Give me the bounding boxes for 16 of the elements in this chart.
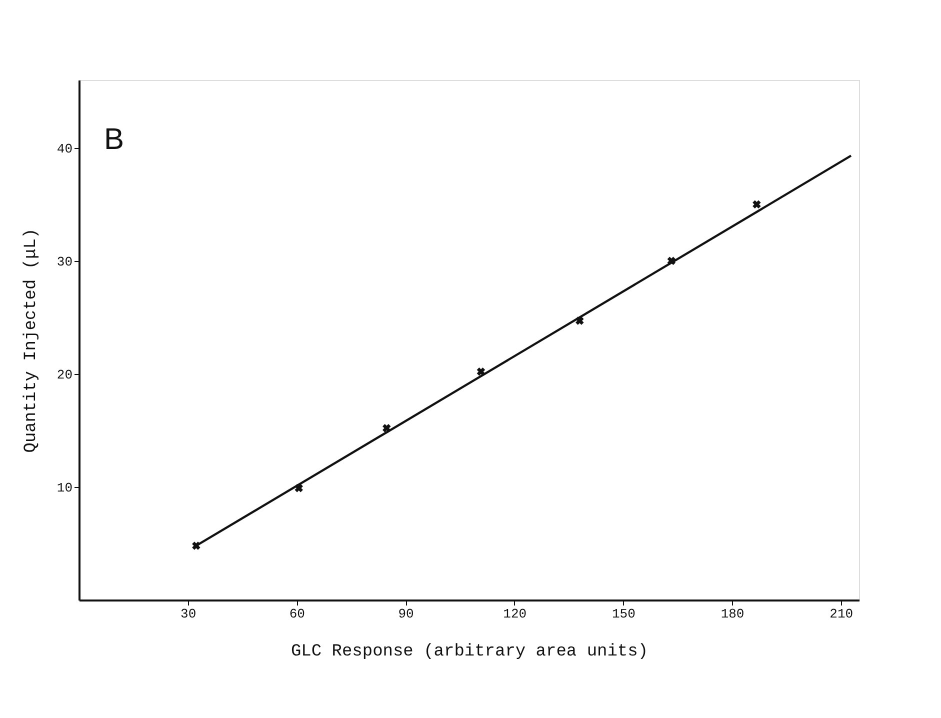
x-tick-label: 120: [503, 606, 527, 622]
annotation: B: [104, 123, 124, 156]
point: [752, 200, 761, 208]
x-axis-title: GLC Response (arbitrary area units): [290, 642, 648, 662]
y-tick-label: 40: [56, 141, 72, 156]
x-tick-label: 30: [180, 606, 196, 622]
y-tick-label: 20: [56, 367, 72, 382]
y-tick-label: 30: [56, 254, 72, 270]
x-tick-label: 60: [289, 606, 305, 622]
x-tick-label: 210: [830, 606, 854, 622]
x-tick-label: 90: [398, 606, 414, 622]
y-tick-label: 10: [56, 480, 72, 496]
point: [476, 368, 486, 376]
x-tick-label: 180: [720, 606, 744, 622]
x-tick-label: 150: [612, 606, 636, 622]
y-axis-title: Quantity Injected (μL): [22, 228, 41, 453]
